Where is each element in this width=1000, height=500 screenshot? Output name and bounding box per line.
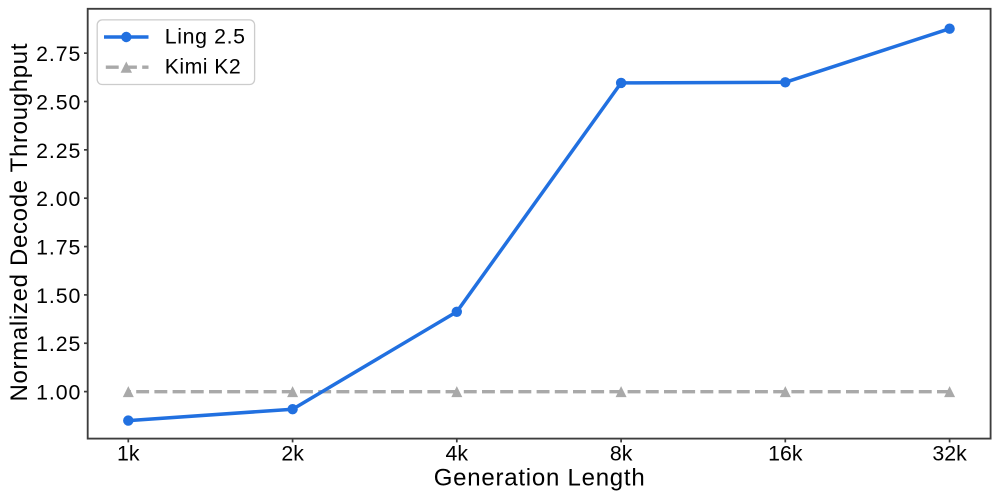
svg-text:2.25: 2.25 <box>36 139 80 163</box>
svg-text:Kimi K2: Kimi K2 <box>165 55 241 79</box>
svg-text:1.75: 1.75 <box>36 235 80 259</box>
svg-text:Ling 2.5: Ling 2.5 <box>165 25 245 49</box>
svg-text:1.50: 1.50 <box>36 284 80 308</box>
svg-text:16k: 16k <box>768 441 803 465</box>
svg-text:2.00: 2.00 <box>36 187 80 211</box>
svg-text:2.50: 2.50 <box>36 90 80 114</box>
svg-text:1k: 1k <box>117 441 140 465</box>
svg-text:32k: 32k <box>932 441 967 465</box>
svg-text:8k: 8k <box>610 441 633 465</box>
svg-text:Generation Length: Generation Length <box>434 465 645 492</box>
svg-text:1.25: 1.25 <box>36 332 80 356</box>
svg-text:1.00: 1.00 <box>36 381 80 405</box>
svg-text:2.75: 2.75 <box>36 42 80 66</box>
svg-text:4k: 4k <box>446 441 469 465</box>
svg-text:2k: 2k <box>281 441 304 465</box>
svg-text:Normalized Decode Throughput: Normalized Decode Throughput <box>6 43 33 401</box>
